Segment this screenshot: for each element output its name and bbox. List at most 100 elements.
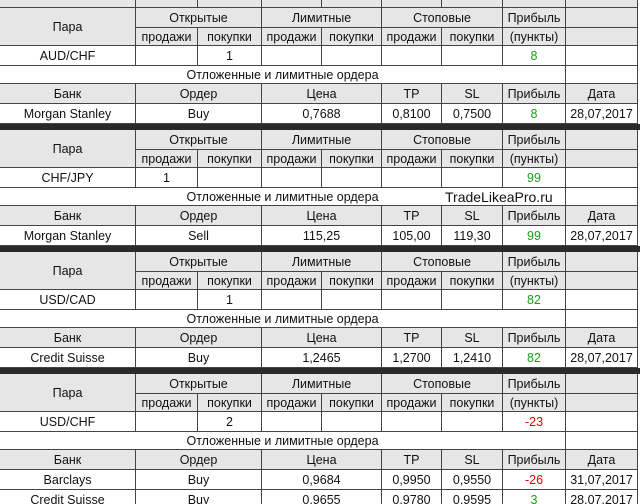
header-cell: продажи	[136, 394, 198, 412]
cell	[262, 290, 322, 310]
open-buy-cell	[198, 168, 262, 188]
pair-cell: AUD/CHF	[0, 46, 136, 66]
header-cell: Ордер	[136, 328, 262, 348]
header-cell: Дата	[566, 84, 638, 104]
open-buy-cell: 2	[198, 412, 262, 432]
cell	[566, 150, 638, 168]
profit-cell: 3	[503, 490, 566, 504]
header-cell: SL	[442, 450, 503, 470]
header-cell: Прибыль	[503, 252, 566, 272]
section-title: Отложенные и лимитные ордера	[0, 66, 566, 84]
date-cell: 31,07,2017	[566, 470, 638, 490]
header-cell: Пара	[0, 130, 136, 168]
header-cell: Открытые	[136, 252, 262, 272]
cell	[566, 66, 638, 84]
cell	[322, 290, 382, 310]
cell	[322, 46, 382, 66]
cell	[566, 46, 638, 66]
sl-cell: 0,9595	[442, 490, 503, 504]
open-sell-cell	[136, 412, 198, 432]
sl-cell: 0,9550	[442, 470, 503, 490]
cell	[566, 290, 638, 310]
header-cell: покупки	[198, 150, 262, 168]
profit-cell: 82	[503, 290, 566, 310]
header-cell: Прибыль	[503, 84, 566, 104]
header-cell: Прибыль	[503, 8, 566, 28]
cell	[566, 412, 638, 432]
pair-cell: USD/CHF	[0, 412, 136, 432]
profit-cell: -26	[503, 470, 566, 490]
bank-cell: Barclays	[0, 470, 136, 490]
header-cell: Лимитные	[262, 252, 382, 272]
cell	[566, 310, 638, 328]
profit-cell: -23	[503, 412, 566, 432]
order-cell: Buy	[136, 470, 262, 490]
header-cell: Дата	[566, 206, 638, 226]
price-cell: 1,2465	[262, 348, 382, 368]
price-cell: 115,25	[262, 226, 382, 246]
cell	[442, 412, 503, 432]
header-cell: покупки	[198, 28, 262, 46]
cell	[382, 290, 442, 310]
pair-cell: CHF/JPY	[0, 168, 136, 188]
header-cell: Прибыль	[503, 206, 566, 226]
order-cell: Buy	[136, 490, 262, 504]
header-cell: Открытые	[136, 374, 262, 394]
separator	[0, 368, 640, 374]
header-cell: Лимитные	[262, 8, 382, 28]
header-cell: Ордер	[136, 84, 262, 104]
header-cell: Открытые	[136, 8, 262, 28]
header-cell: Пара	[0, 374, 136, 412]
header-cell: продажи	[382, 150, 442, 168]
header-cell: (пункты)	[503, 272, 566, 290]
cell	[262, 168, 322, 188]
cell	[566, 394, 638, 412]
separator	[0, 124, 640, 130]
header-cell: Ордер	[136, 206, 262, 226]
cell	[566, 130, 638, 150]
bank-cell: Credit Suisse	[0, 348, 136, 368]
open-buy-cell: 1	[198, 290, 262, 310]
header-cell: Цена	[262, 84, 382, 104]
cell	[566, 252, 638, 272]
section-title: Отложенные и лимитные ордера	[0, 310, 566, 328]
cell	[566, 374, 638, 394]
header-cell: Стоповые	[382, 130, 503, 150]
header-cell: Цена	[262, 450, 382, 470]
header-cell: покупки	[322, 150, 382, 168]
cell	[322, 0, 382, 8]
header-cell: покупки	[322, 394, 382, 412]
header-cell: покупки	[442, 150, 503, 168]
cell	[566, 272, 638, 290]
header-cell: Прибыль	[503, 374, 566, 394]
header-cell: продажи	[136, 150, 198, 168]
cell	[382, 46, 442, 66]
order-cell: Buy	[136, 348, 262, 368]
open-buy-cell: 1	[198, 46, 262, 66]
header-cell: Прибыль	[503, 450, 566, 470]
cell	[322, 412, 382, 432]
pair-cell: USD/CAD	[0, 290, 136, 310]
header-cell: Прибыль	[503, 130, 566, 150]
header-cell: TP	[382, 206, 442, 226]
cell	[262, 0, 322, 8]
header-cell: Банк	[0, 84, 136, 104]
header-cell: Дата	[566, 328, 638, 348]
header-cell: продажи	[382, 28, 442, 46]
cell	[442, 290, 503, 310]
header-cell: TP	[382, 328, 442, 348]
cell	[136, 0, 198, 8]
cell	[382, 168, 442, 188]
header-cell: Банк	[0, 328, 136, 348]
tp-cell: 105,00	[382, 226, 442, 246]
date-cell: 28,07,2017	[566, 348, 638, 368]
date-cell: 28,07,2017	[566, 104, 638, 124]
cell	[566, 0, 638, 8]
header-cell: продажи	[382, 394, 442, 412]
header-cell: Цена	[262, 206, 382, 226]
sl-cell: 1,2410	[442, 348, 503, 368]
section-title: Отложенные и лимитные ордера	[0, 188, 566, 206]
cell	[566, 432, 638, 450]
header-cell: продажи	[262, 150, 322, 168]
header-cell: Пара	[0, 252, 136, 290]
